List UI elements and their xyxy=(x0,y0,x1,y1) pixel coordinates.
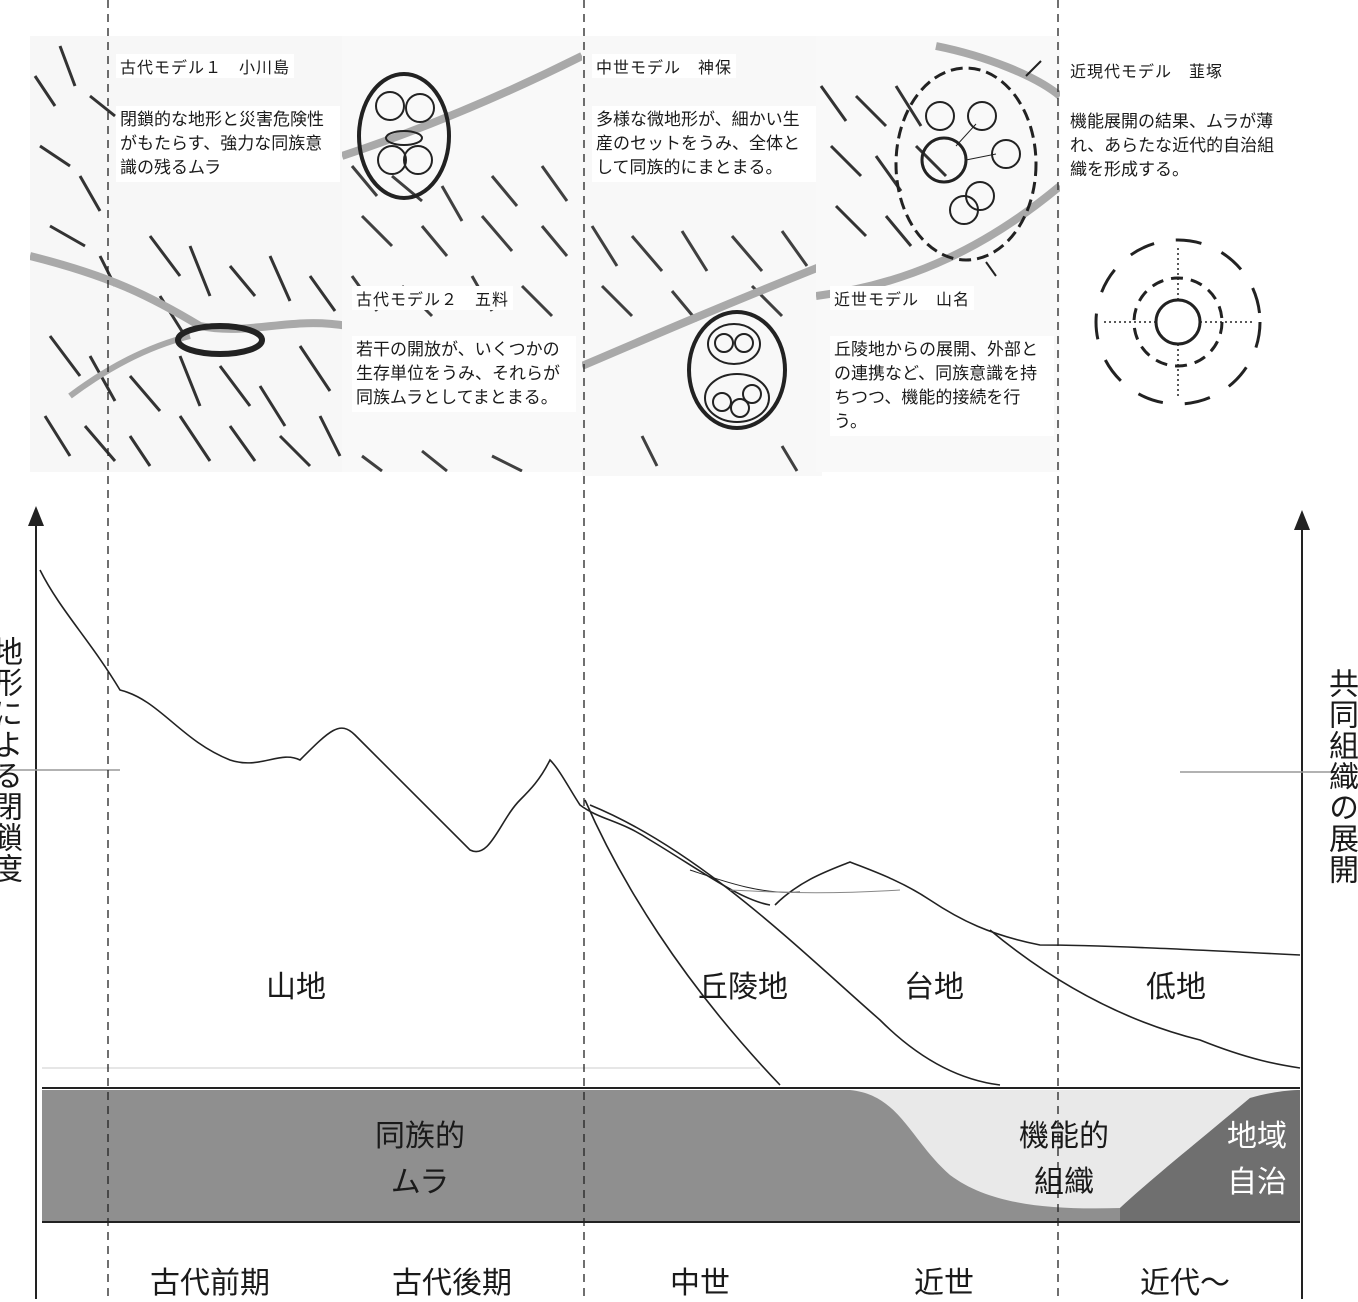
right-axis-arrow-icon xyxy=(1294,510,1310,530)
hill-slope xyxy=(584,799,781,1086)
era-dividers xyxy=(107,0,1059,1299)
org-label-kin-line2: ムラ xyxy=(390,1165,450,1200)
settlement-ring-4 xyxy=(894,60,1042,277)
org-label-regional-line2: 自治 xyxy=(1227,1165,1287,1200)
org-band-regional xyxy=(1120,1090,1300,1222)
lowland-slope xyxy=(989,929,1301,1069)
panel-text-medieval: 多様な微地形が、細かい生産のセットをうみ、全体として同族的にまとまる。 xyxy=(592,106,816,182)
era-label-late-ancient: 古代後期 xyxy=(392,1266,512,1301)
org-label-functional-line2: 組織 xyxy=(1034,1165,1094,1200)
panel-text-ancient-1: 閉鎖的な地形と災害危険性がもたらす、強力な同族意識の残るムラ xyxy=(116,106,340,182)
river-3 xyxy=(582,262,822,370)
left-axis-label: 地形による閉鎖度 xyxy=(0,636,22,884)
org-band-functional xyxy=(850,1090,1300,1209)
terrain-lines xyxy=(39,569,1301,1086)
terrain-label-lowland: 低地 xyxy=(1146,970,1206,1005)
org-label-regional: 地域 自治 xyxy=(1212,1114,1302,1206)
panel-text-early-modern: 丘陵地からの展開、外部との連携など、同族意識を持ちつつ、機能的接続を行う。 xyxy=(830,336,1054,436)
panel-title-medieval: 中世モデル 神保 xyxy=(592,54,737,78)
settlement-ring-3 xyxy=(687,310,787,430)
terrain-label-plateau: 台地 xyxy=(904,970,964,1005)
org-label-kin-village: 同族的 ムラ xyxy=(360,1114,480,1206)
hill-profile xyxy=(774,861,1301,956)
panel-text-ancient-2: 若干の開放が、いくつかの生存単位をうみ、それらが同族ムラとしてまとまる。 xyxy=(352,336,576,412)
settlement-ring-2 xyxy=(357,72,451,200)
org-label-functional: 機能的 組織 xyxy=(1004,1114,1124,1206)
era-label-modern: 近代～ xyxy=(1140,1266,1230,1301)
era-label-medieval: 中世 xyxy=(670,1266,730,1301)
left-axis-arrow-icon xyxy=(28,506,44,526)
mountain-profile xyxy=(39,569,771,906)
expansion-diagram xyxy=(1094,238,1262,406)
settlement-ring-1 xyxy=(175,323,265,357)
org-label-functional-line1: 機能的 xyxy=(1019,1119,1109,1154)
era-label-early-ancient: 古代前期 xyxy=(150,1266,270,1301)
plateau-slope xyxy=(589,804,1001,1086)
panel-title-modern: 近現代モデル 韮塚 xyxy=(1066,58,1228,82)
panel-text-modern: 機能展開の結果、ムラが薄れ、あらたな近代的自治組織を形成する。 xyxy=(1066,108,1290,184)
panel-title-ancient-1: 古代モデル１ 小川島 xyxy=(116,54,295,78)
panel-title-early-modern: 近世モデル 山名 xyxy=(830,286,975,310)
org-label-kin-line1: 同族的 xyxy=(375,1119,465,1154)
org-label-regional-line1: 地域 xyxy=(1227,1119,1287,1154)
right-axis-label: 共同組織の展開 xyxy=(1323,668,1358,885)
terrain-label-hills: 丘陵地 xyxy=(698,970,788,1005)
terrain-label-mountain: 山地 xyxy=(266,970,326,1005)
era-label-early-modern: 近世 xyxy=(914,1266,974,1301)
panel-title-ancient-2: 古代モデル２ 五料 xyxy=(352,286,514,310)
